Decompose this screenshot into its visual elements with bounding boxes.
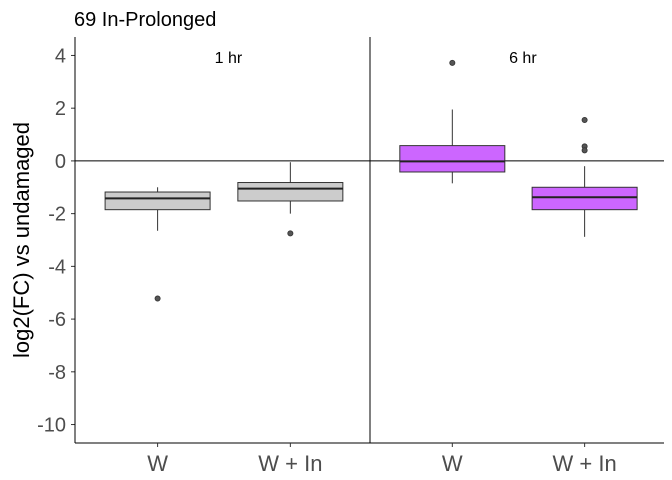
y-tick-label: -2: [48, 204, 66, 226]
y-tick-label: -4: [48, 256, 66, 278]
y-tick-label: -6: [48, 309, 66, 331]
box: [104, 191, 211, 211]
box: [237, 182, 344, 202]
plot-area: 4 2 0 -2 -4 -6 -8 -10 1 hr W W + In 6 hr W W + In: [37, 37, 664, 476]
panel-label: 1 hr: [215, 50, 243, 67]
outlier-point: [581, 117, 588, 124]
y-tick-label: -8: [48, 362, 66, 384]
y-axis-label: log2(FC) vs undamaged: [9, 122, 34, 358]
y-tick-label: 0: [55, 151, 66, 173]
box: [531, 186, 638, 211]
y-tick-label: 2: [55, 98, 66, 120]
outlier-point: [449, 59, 456, 66]
chart-title: 69 In-Prolonged: [74, 9, 216, 31]
y-tick-label: 4: [55, 45, 66, 67]
outlier-point: [287, 230, 294, 237]
x-tick-label: W: [147, 451, 168, 476]
x-tick-label: W + In: [258, 451, 322, 476]
x-tick-label: W + In: [553, 451, 617, 476]
box: [399, 145, 506, 173]
outlier-point: [581, 147, 588, 154]
y-tick-label: -10: [37, 415, 66, 437]
panel-label: 6 hr: [509, 50, 537, 67]
outlier-point: [154, 295, 161, 302]
x-tick-label: W: [442, 451, 463, 476]
